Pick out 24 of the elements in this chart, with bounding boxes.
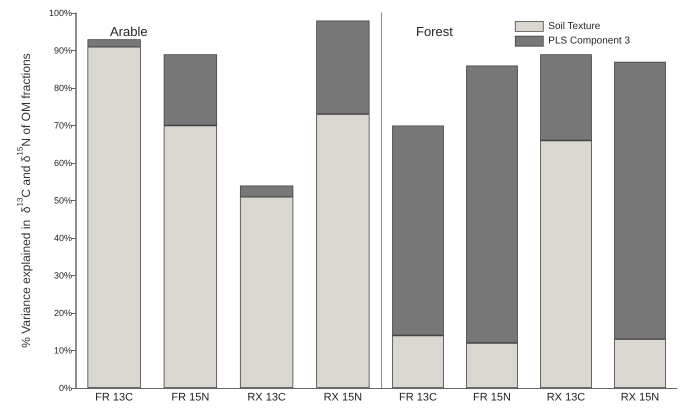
x-tick-label: RX 13C bbox=[247, 392, 286, 404]
y-axis-title: % Variance explained in δ13C and δ15N of OM fractions bbox=[16, 53, 33, 348]
x-tick-label: FR 15N bbox=[171, 392, 210, 404]
y-tick-label: 0% bbox=[58, 383, 72, 393]
x-tick-label: FR 15N bbox=[473, 392, 511, 404]
y-tick-label: 30% bbox=[54, 270, 72, 280]
y-tick-label: 60% bbox=[54, 158, 72, 168]
y-tick-label: 100% bbox=[48, 8, 72, 18]
x-tick-label: FR 13C bbox=[95, 392, 134, 404]
y-tick-label: 10% bbox=[54, 346, 72, 356]
y-tick-label: 50% bbox=[54, 196, 72, 206]
x-tick-label: RX 15N bbox=[324, 392, 362, 404]
y-tick-label: 90% bbox=[54, 46, 72, 56]
x-tick-label: RX 13C bbox=[546, 392, 586, 404]
x-tick-label: FR 13C bbox=[399, 392, 437, 404]
legend-label: PLS Component 3 bbox=[548, 36, 630, 47]
y-tick-label: 70% bbox=[54, 120, 72, 130]
x-tick-label: RX 15N bbox=[620, 392, 660, 404]
text: Forest bbox=[416, 24, 454, 39]
y-tick-label: 40% bbox=[54, 233, 72, 243]
text: Arable bbox=[110, 24, 148, 39]
y-tick-label: 80% bbox=[54, 83, 72, 93]
legend-label: Soil Texture bbox=[548, 20, 601, 32]
y-tick-label: 20% bbox=[54, 308, 72, 318]
